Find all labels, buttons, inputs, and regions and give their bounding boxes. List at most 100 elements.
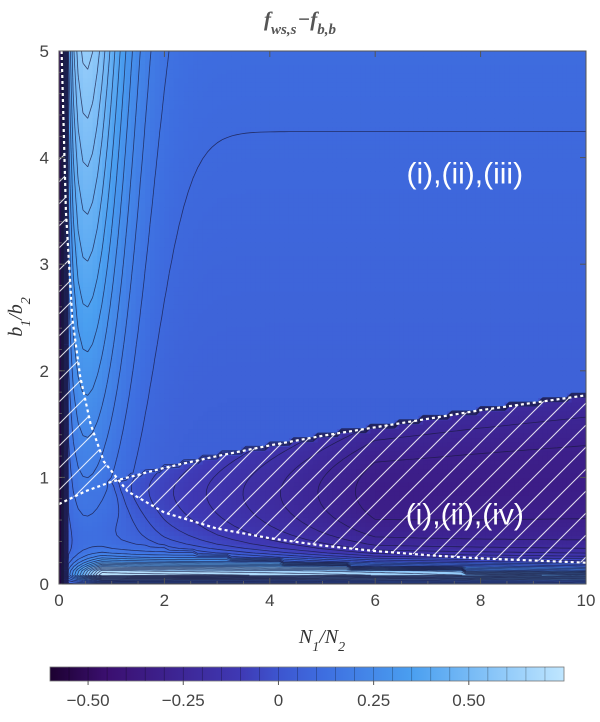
- heatmap-cell: [188, 539, 194, 545]
- heatmap-cell: [322, 512, 328, 518]
- heatmap-cell: [288, 472, 295, 478]
- heatmap-cell: [499, 526, 506, 532]
- heatmap-cell: [255, 393, 261, 399]
- heatmap-cell: [87, 539, 94, 545]
- heatmap-cell: [336, 570, 343, 576]
- heatmap-cell: [432, 521, 439, 527]
- heatmap-cell: [533, 530, 539, 536]
- heatmap-cell: [121, 419, 127, 425]
- heatmap-cell: [231, 432, 237, 439]
- heatmap-cell: [518, 464, 525, 470]
- heatmap-cell: [437, 406, 443, 412]
- heatmap-cell: [317, 472, 324, 478]
- heatmap-cell: [173, 535, 180, 541]
- heatmap-cell: [193, 450, 199, 456]
- heatmap-cell: [408, 504, 415, 510]
- heatmap-cell: [341, 490, 348, 496]
- heatmap-cell: [466, 406, 472, 412]
- heatmap-cell: [159, 512, 165, 518]
- heatmap-cell: [130, 379, 137, 385]
- heatmap-cell: [423, 521, 429, 527]
- heatmap-cell: [317, 415, 324, 421]
- heatmap-cell: [518, 393, 525, 399]
- heatmap-cell: [241, 526, 247, 532]
- heatmap-cell: [403, 481, 410, 487]
- heatmap-cell: [78, 552, 84, 558]
- heatmap-cell: [173, 512, 180, 518]
- heatmap-cell: [456, 384, 463, 390]
- heatmap-cell: [298, 401, 304, 407]
- heatmap-cell: [97, 446, 103, 452]
- heatmap-cell: [504, 486, 510, 492]
- heatmap-cell: [140, 393, 146, 399]
- heatmap-cell: [135, 419, 142, 425]
- heatmap-cell: [111, 490, 118, 496]
- heatmap-cell: [533, 521, 539, 527]
- heatmap-cell: [145, 428, 151, 434]
- heatmap-cell: [356, 397, 362, 403]
- heatmap-cell: [547, 455, 554, 461]
- heatmap-cell: [121, 557, 127, 563]
- heatmap-cell: [260, 464, 266, 470]
- heatmap-cell: [432, 504, 439, 510]
- heatmap-cell: [173, 464, 180, 470]
- heatmap-cell: [562, 428, 568, 434]
- heatmap-cell: [408, 561, 415, 567]
- heatmap-cell: [528, 450, 534, 456]
- heatmap-cell: [423, 504, 429, 510]
- heatmap-cell: [408, 388, 415, 394]
- heatmap-cell: [188, 508, 194, 514]
- heatmap-cell: [389, 459, 395, 465]
- heatmap-cell: [126, 459, 132, 465]
- heatmap-cell: [533, 504, 539, 510]
- heatmap-cell: [298, 499, 304, 505]
- heatmap-cell: [403, 508, 410, 514]
- heatmap-cell: [408, 544, 415, 550]
- heatmap-cell: [552, 450, 558, 456]
- heatmap-cell: [562, 393, 568, 399]
- heatmap-cell: [437, 424, 443, 430]
- heatmap-cell: [82, 459, 89, 465]
- heatmap-cell: [557, 410, 563, 416]
- heatmap-cell: [212, 517, 218, 523]
- heatmap-cell: [279, 450, 285, 456]
- heatmap-cell: [538, 504, 544, 510]
- heatmap-cell: [231, 441, 237, 447]
- heatmap-cell: [379, 455, 386, 461]
- heatmap-cell: [538, 481, 544, 487]
- heatmap-cell: [518, 539, 525, 545]
- heatmap-cell: [471, 477, 477, 483]
- heatmap-cell: [351, 415, 357, 421]
- heatmap-cell: [92, 477, 98, 483]
- heatmap-cell: [183, 397, 189, 403]
- heatmap-cell: [145, 526, 151, 532]
- heatmap-cell: [260, 477, 266, 483]
- heatmap-cell: [514, 459, 520, 465]
- heatmap-cell: [533, 535, 539, 541]
- heatmap-cell: [447, 504, 453, 510]
- heatmap-cell: [298, 539, 304, 545]
- heatmap-cell: [327, 481, 333, 487]
- heatmap-cell: [308, 472, 314, 478]
- heatmap-cell: [231, 455, 237, 461]
- heatmap-cell: [274, 486, 280, 492]
- heatmap-cell: [557, 437, 563, 443]
- heatmap-cell: [509, 410, 515, 416]
- heatmap-cell: [432, 428, 439, 434]
- heatmap-cell: [399, 393, 405, 399]
- heatmap-cell: [255, 455, 261, 461]
- heatmap-cell: [212, 397, 218, 403]
- heatmap-cell: [471, 521, 477, 527]
- heatmap-cell: [341, 530, 348, 536]
- heatmap-cell: [327, 472, 333, 478]
- heatmap-cell: [360, 526, 367, 532]
- heatmap-cell: [73, 481, 79, 487]
- heatmap-cell: [312, 490, 319, 496]
- heatmap-cell: [456, 432, 463, 439]
- heatmap-cell: [432, 490, 439, 496]
- heatmap-cell: [265, 508, 271, 514]
- heatmap-cell: [183, 486, 189, 492]
- heatmap-cell: [552, 566, 558, 572]
- heatmap-cell: [475, 539, 482, 545]
- heatmap-cell: [456, 446, 463, 452]
